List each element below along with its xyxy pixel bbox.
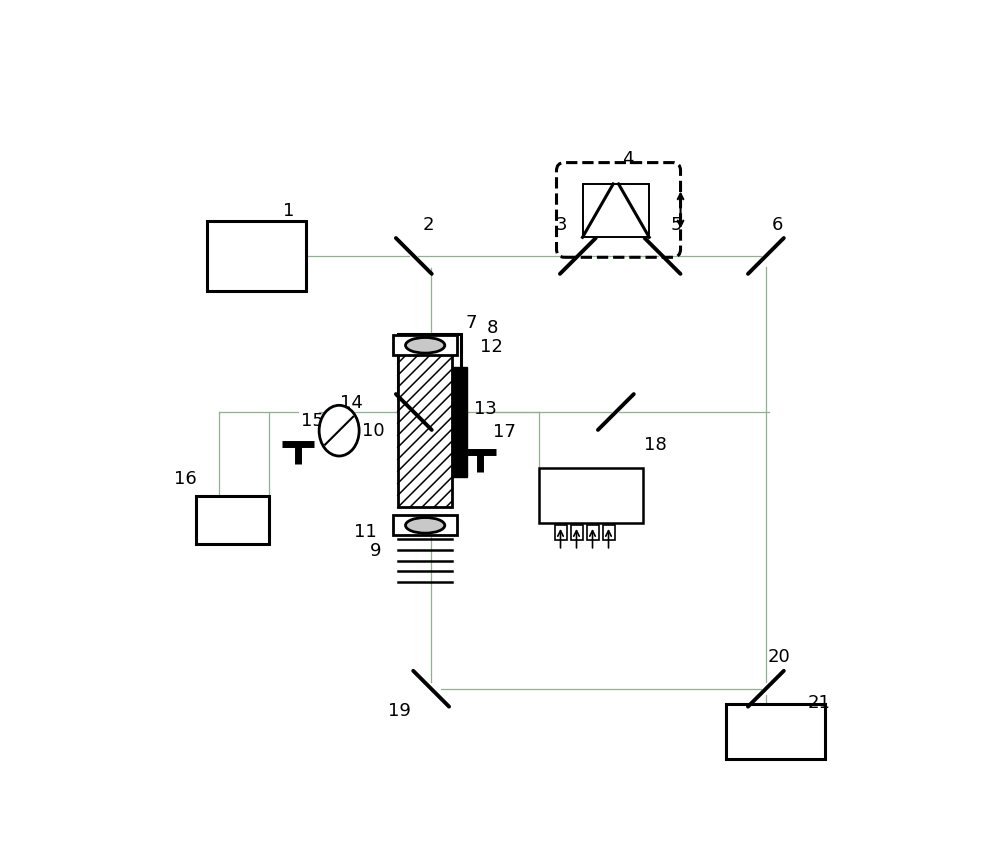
Text: 3: 3 bbox=[556, 216, 568, 235]
FancyBboxPatch shape bbox=[539, 468, 643, 523]
FancyBboxPatch shape bbox=[726, 704, 825, 759]
Text: 20: 20 bbox=[768, 649, 791, 666]
Ellipse shape bbox=[319, 405, 359, 456]
Text: 12: 12 bbox=[480, 339, 503, 356]
Text: 8: 8 bbox=[487, 319, 498, 337]
Text: 18: 18 bbox=[644, 436, 667, 455]
Text: 17: 17 bbox=[493, 423, 516, 441]
Text: 1: 1 bbox=[283, 202, 295, 220]
Text: 9: 9 bbox=[370, 542, 382, 559]
Text: 4: 4 bbox=[622, 150, 634, 168]
FancyBboxPatch shape bbox=[555, 526, 567, 540]
Text: 15: 15 bbox=[301, 412, 324, 430]
FancyBboxPatch shape bbox=[571, 526, 583, 540]
FancyBboxPatch shape bbox=[398, 334, 461, 394]
Text: 7: 7 bbox=[465, 313, 477, 332]
Ellipse shape bbox=[406, 518, 445, 533]
FancyBboxPatch shape bbox=[583, 184, 649, 237]
Text: 2: 2 bbox=[423, 216, 434, 235]
FancyBboxPatch shape bbox=[452, 367, 467, 477]
Text: 11: 11 bbox=[354, 523, 377, 541]
Text: 21: 21 bbox=[808, 694, 831, 712]
Text: 6: 6 bbox=[772, 216, 784, 235]
FancyBboxPatch shape bbox=[398, 351, 452, 507]
FancyBboxPatch shape bbox=[393, 515, 457, 535]
Text: 5: 5 bbox=[670, 216, 682, 235]
Text: 19: 19 bbox=[388, 701, 411, 720]
Text: 13: 13 bbox=[474, 400, 497, 418]
FancyBboxPatch shape bbox=[603, 526, 615, 540]
Text: 16: 16 bbox=[174, 469, 197, 488]
Text: 14: 14 bbox=[340, 394, 363, 411]
Text: 10: 10 bbox=[362, 422, 385, 440]
FancyBboxPatch shape bbox=[207, 221, 306, 291]
FancyBboxPatch shape bbox=[393, 335, 457, 355]
Ellipse shape bbox=[406, 338, 445, 353]
FancyBboxPatch shape bbox=[196, 496, 269, 544]
FancyBboxPatch shape bbox=[587, 526, 599, 540]
